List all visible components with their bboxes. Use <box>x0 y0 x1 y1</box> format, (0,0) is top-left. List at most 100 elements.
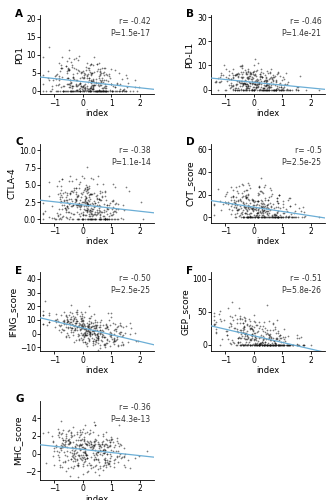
Point <box>67 438 73 446</box>
Point <box>61 436 66 444</box>
Point <box>103 340 108 348</box>
Point <box>103 446 108 454</box>
Point <box>278 81 283 89</box>
Point <box>272 341 278 349</box>
Point <box>82 80 87 88</box>
Point <box>60 202 65 209</box>
Point <box>83 185 88 193</box>
Point <box>283 212 288 220</box>
Point <box>84 206 90 214</box>
Point <box>247 86 252 94</box>
Point <box>63 437 69 445</box>
Point <box>240 78 246 86</box>
Point <box>255 328 261 336</box>
Point <box>260 188 265 196</box>
Point <box>97 342 103 349</box>
Point <box>246 204 251 212</box>
Point <box>243 84 249 92</box>
Point <box>271 72 277 80</box>
Point <box>265 86 270 94</box>
Point <box>64 205 69 213</box>
Point <box>244 213 250 221</box>
Point <box>84 214 90 222</box>
Point <box>267 341 272 349</box>
Point <box>88 60 93 68</box>
Point <box>100 466 106 474</box>
Point <box>71 338 77 346</box>
Point <box>82 338 88 346</box>
Point <box>110 211 115 219</box>
Point <box>244 321 249 329</box>
Point <box>69 446 75 454</box>
Point <box>252 80 258 88</box>
Point <box>271 86 276 94</box>
Point <box>91 210 97 218</box>
Point <box>245 341 251 349</box>
Point <box>230 82 236 90</box>
Point <box>261 336 266 344</box>
Point <box>64 58 70 66</box>
Point <box>290 341 296 349</box>
Point <box>228 83 233 91</box>
Point <box>82 456 87 464</box>
Point <box>85 200 91 208</box>
Point <box>274 70 279 78</box>
Point <box>71 450 77 458</box>
Point <box>107 332 112 340</box>
Point <box>269 213 274 221</box>
Point <box>265 200 271 208</box>
Point <box>102 343 108 351</box>
Point <box>266 341 271 349</box>
Point <box>63 322 69 330</box>
Point <box>259 341 265 349</box>
Point <box>246 84 252 92</box>
Point <box>244 194 249 202</box>
Point <box>237 338 243 346</box>
Point <box>268 334 273 342</box>
Point <box>40 70 46 78</box>
Point <box>106 460 111 468</box>
Point <box>97 189 103 197</box>
Point <box>225 332 230 340</box>
Point <box>212 78 218 86</box>
Text: C: C <box>15 137 23 147</box>
Point <box>250 86 255 94</box>
Point <box>223 64 228 72</box>
Point <box>88 216 93 224</box>
Point <box>105 210 110 218</box>
Point <box>258 73 263 81</box>
Point <box>211 308 217 316</box>
Point <box>83 194 88 202</box>
Point <box>99 192 104 200</box>
Point <box>75 86 80 94</box>
Point <box>254 209 260 217</box>
Point <box>261 78 267 86</box>
Point <box>238 196 243 204</box>
Point <box>95 86 100 94</box>
Point <box>272 82 277 90</box>
Point <box>247 325 252 333</box>
Point <box>81 330 86 338</box>
Point <box>104 339 109 347</box>
Point <box>113 183 118 191</box>
Point <box>97 462 102 470</box>
Point <box>248 335 253 343</box>
Point <box>69 58 74 66</box>
Point <box>76 331 81 339</box>
Point <box>99 440 104 448</box>
Point <box>87 206 92 214</box>
Point <box>89 174 94 182</box>
Point <box>243 193 249 201</box>
Point <box>87 426 93 434</box>
Point <box>46 428 51 436</box>
Point <box>274 85 279 93</box>
Point <box>79 314 84 322</box>
Point <box>97 76 103 84</box>
Point <box>273 86 278 94</box>
Point <box>80 172 85 180</box>
Point <box>249 334 254 342</box>
Point <box>273 334 279 342</box>
Point <box>277 341 283 349</box>
Point <box>89 82 94 90</box>
Point <box>242 314 248 322</box>
